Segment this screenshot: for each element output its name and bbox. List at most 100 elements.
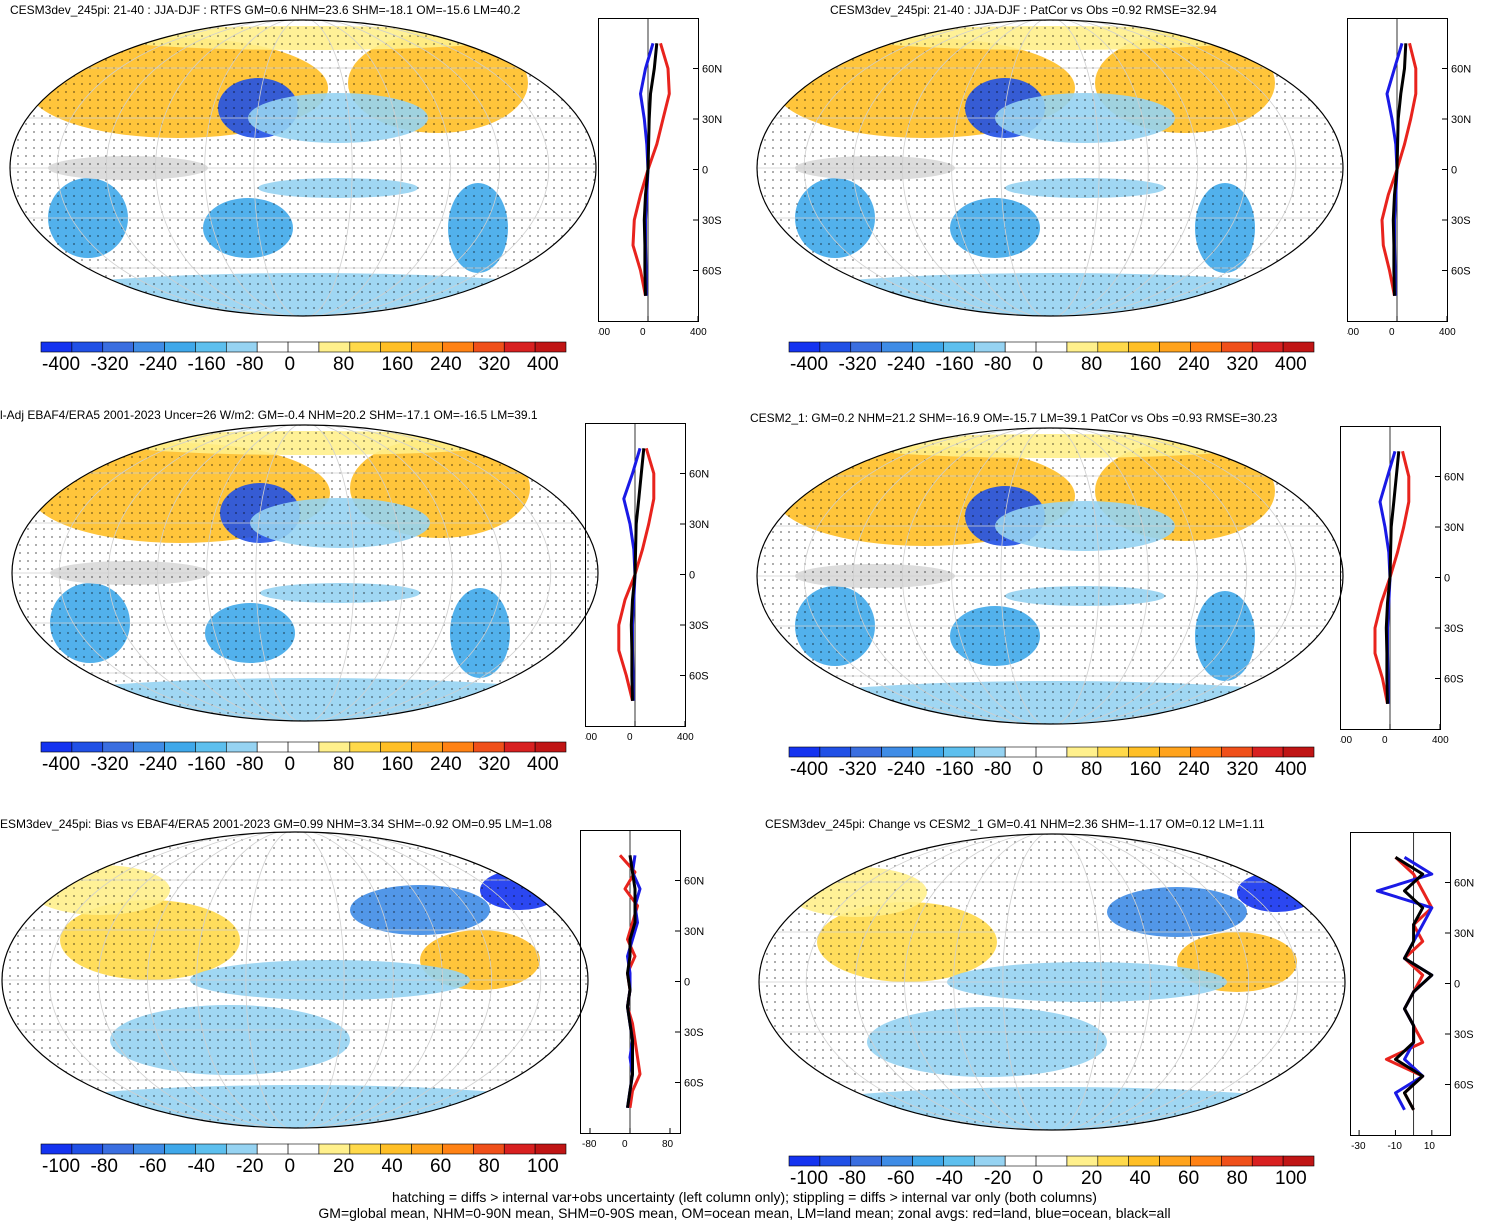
colorbar-swatch <box>973 1155 1006 1167</box>
colorbar-tick-label: -320 <box>838 354 877 375</box>
colorbar-tick-label: -80 <box>984 759 1012 780</box>
colorbar-swatch <box>380 341 412 353</box>
colorbar-swatch <box>1159 1155 1191 1167</box>
colorbar-swatch <box>788 341 821 353</box>
colorbar-tick-label: 80 <box>333 354 355 375</box>
world-map <box>756 19 1344 317</box>
lat-tick-label: 30N <box>1444 522 1464 534</box>
colorbar-swatch <box>133 741 165 753</box>
lat-tick-label: 60N <box>1444 472 1464 484</box>
colorbar-swatch <box>1190 341 1222 353</box>
colorbar-tick-label: -400 <box>42 754 81 775</box>
colorbar: -400 -320 -240 -160 -80 0 80 160 240 320 400 <box>40 340 567 375</box>
colorbar-swatch <box>287 341 320 353</box>
world-map <box>758 833 1346 1131</box>
zonal-x-tick-label: -30 <box>1351 1141 1366 1152</box>
colorbar-swatch <box>411 1143 443 1155</box>
colorbar-swatch <box>71 1143 104 1155</box>
colorbar-swatch <box>1035 746 1068 758</box>
colorbar-swatch <box>1159 341 1191 353</box>
colorbar-swatch <box>881 341 913 353</box>
zonal-x-tick-label: 0 <box>1389 327 1395 338</box>
colorbar-swatch <box>256 341 289 353</box>
lat-tick-label: 60S <box>689 671 709 683</box>
colorbar-swatch <box>442 741 474 753</box>
colorbar-swatch <box>349 341 382 353</box>
colorbar-swatch <box>1035 341 1068 353</box>
colorbar-swatch <box>195 341 227 353</box>
colorbar-swatch <box>256 1143 289 1155</box>
zonal-all-line <box>1391 43 1408 296</box>
colorbar-swatch <box>534 741 567 753</box>
colorbar-swatch <box>318 741 351 753</box>
colorbar-swatch <box>943 1155 975 1167</box>
colorbar-tick-label: 60 <box>1178 1168 1200 1189</box>
colorbar-tick-label: -20 <box>984 1168 1012 1189</box>
footer-line-1: hatching = diffs > internal var+obs unce… <box>392 1189 1097 1205</box>
colorbar-tick-label: 320 <box>478 754 511 775</box>
colorbar-tick-label: 40 <box>1129 1168 1151 1189</box>
lat-tick-label: 30N <box>689 519 709 531</box>
world-map <box>11 424 599 722</box>
zonal-x-tick-label: -400 <box>1340 735 1352 746</box>
colorbar-tick-label: 100 <box>527 1156 559 1177</box>
zonal-x-tick-label: 0 <box>627 732 633 743</box>
lat-tick-label: 30N <box>684 926 704 938</box>
colorbar: -100 -80 -60 -40 -20 0 20 40 60 80 100 <box>788 1154 1315 1189</box>
colorbar-tick-label: 0 <box>1032 354 1044 375</box>
colorbar-swatch <box>1097 746 1130 758</box>
colorbar-tick-label: -320 <box>90 354 129 375</box>
colorbar-swatch <box>819 341 852 353</box>
colorbar-swatch <box>1097 341 1130 353</box>
colorbar-tick-label: 240 <box>430 354 462 375</box>
world-map <box>756 427 1344 725</box>
zonal-land-line <box>1384 856 1434 1111</box>
footer: hatching = diffs > internal var+obs unce… <box>0 1189 1489 1221</box>
colorbar-swatch <box>133 1143 165 1155</box>
colorbar-swatch <box>380 741 412 753</box>
colorbar-tick-label: -240 <box>139 754 178 775</box>
lat-tick-label: 60S <box>702 266 722 278</box>
colorbar-tick-label: 80 <box>1081 354 1103 375</box>
colorbar-tick-label: -320 <box>838 759 877 780</box>
colorbar-swatch <box>503 741 536 753</box>
colorbar-swatch <box>912 746 944 758</box>
colorbar-tick-label: 320 <box>1226 759 1259 780</box>
panel-title: CESM2_1: GM=0.2 NHM=21.2 SHM=-16.9 OM=-1… <box>750 411 1278 425</box>
colorbar-tick-label: 400 <box>1275 354 1307 375</box>
colorbar-swatch <box>318 1143 351 1155</box>
lat-tick-label: 30N <box>1454 928 1474 940</box>
lat-tick-label: 30S <box>702 215 722 227</box>
lat-tick-label: 60N <box>689 469 709 481</box>
zonal-x-tick-label: 400 <box>677 732 694 743</box>
colorbar-tick-label: -60 <box>887 1168 915 1189</box>
colorbar-tick-label: 400 <box>527 354 559 375</box>
panel-title: ESM3dev_245pi: Bias vs EBAF4/ERA5 2001-2… <box>0 817 552 831</box>
colorbar-swatch <box>349 1143 382 1155</box>
colorbar-tick-label: -80 <box>90 1156 118 1177</box>
colorbar-swatch <box>473 1143 505 1155</box>
colorbar-tick-label: -320 <box>90 754 129 775</box>
colorbar-tick-label: 400 <box>1275 759 1307 780</box>
colorbar-tick-label: -400 <box>790 354 829 375</box>
lat-tick-label: 60S <box>1451 266 1471 278</box>
colorbar: -400 -320 -240 -160 -80 0 80 160 240 320 400 <box>788 745 1315 780</box>
colorbar-swatch <box>71 741 104 753</box>
colorbar-tick-label: 80 <box>478 1156 500 1177</box>
colorbar: -400 -320 -240 -160 -80 0 80 160 240 320 400 <box>788 340 1315 375</box>
colorbar-swatch <box>1066 746 1099 758</box>
colorbar-tick-label: -40 <box>187 1156 215 1177</box>
colorbar: -400 -320 -240 -160 -80 0 80 160 240 320 400 <box>40 740 567 775</box>
colorbar-swatch <box>912 1155 944 1167</box>
colorbar-tick-label: -160 <box>187 354 226 375</box>
zonal-all-line <box>1384 451 1401 704</box>
colorbar-tick-label: 240 <box>1178 759 1210 780</box>
lat-tick-label: 30S <box>689 620 709 632</box>
lat-tick-label: 0 <box>702 165 708 177</box>
zonal-x-tick-label: 400 <box>1432 735 1449 746</box>
lat-tick-label: 30S <box>684 1027 704 1039</box>
colorbar-tick-label: 160 <box>1129 354 1162 375</box>
colorbar-swatch <box>318 341 351 353</box>
lat-tick-label: 30N <box>1451 114 1471 126</box>
